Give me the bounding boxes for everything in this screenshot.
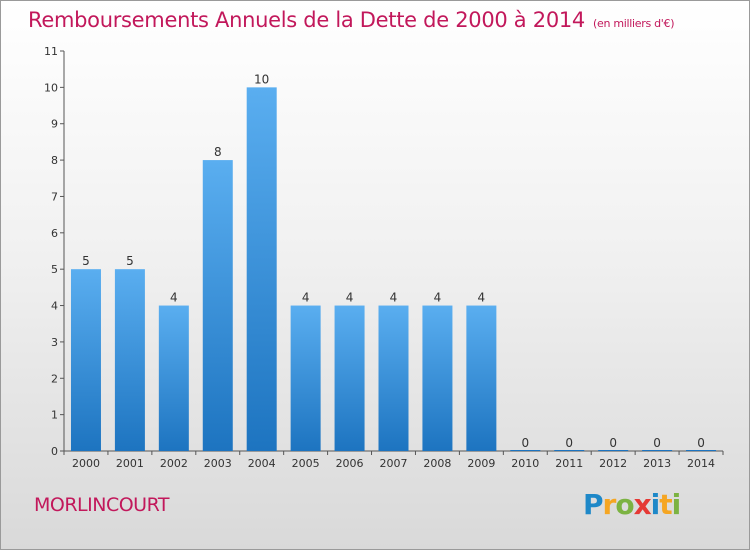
x-tick-label: 2013 <box>643 457 671 470</box>
commune-name: MORLINCOURT <box>34 494 170 516</box>
y-tick-label: 10 <box>44 81 58 94</box>
y-tick-label: 1 <box>51 409 58 422</box>
x-tick-label: 2008 <box>423 457 451 470</box>
x-tick-label: 2009 <box>467 457 495 470</box>
bar <box>378 305 409 451</box>
data-label: 4 <box>478 291 486 305</box>
chart-labels: 2000 5 2001 5 2002 4 2003 8 2004 10 2005 4 2006 4 2007… <box>72 72 715 470</box>
data-label: 5 <box>82 254 90 268</box>
data-label: 5 <box>126 254 134 268</box>
bar <box>290 305 321 451</box>
bar <box>202 160 233 451</box>
data-label: 4 <box>170 291 178 305</box>
y-tick-label: 9 <box>51 118 58 131</box>
x-tick-label: 2012 <box>599 457 627 470</box>
bar <box>334 305 365 451</box>
bar <box>246 87 277 451</box>
data-label: 4 <box>434 291 442 305</box>
proxiti-logo: Proxiti <box>583 488 681 521</box>
y-tick-label: 4 <box>51 300 58 313</box>
bar <box>158 305 189 451</box>
data-label: 0 <box>653 436 661 450</box>
chart-subtitle: (en milliers d'€) <box>593 17 675 30</box>
y-tick-label: 2 <box>51 372 58 385</box>
data-label: 0 <box>565 436 573 450</box>
x-tick-label: 2004 <box>248 457 276 470</box>
bar <box>70 269 101 451</box>
y-tick-label: 5 <box>51 263 58 276</box>
x-tick-label: 2002 <box>160 457 188 470</box>
x-tick-label: 2014 <box>687 457 715 470</box>
data-label: 4 <box>390 291 398 305</box>
chart-bars <box>70 87 717 451</box>
x-tick-label: 2000 <box>72 457 100 470</box>
data-label: 8 <box>214 145 222 159</box>
x-tick-label: 2001 <box>116 457 144 470</box>
y-tick-label: 3 <box>51 336 58 349</box>
chart-title: Remboursements Annuels de la Dette de 20… <box>28 8 674 32</box>
x-tick-label: 2006 <box>336 457 364 470</box>
data-label: 4 <box>346 291 354 305</box>
chart-title-text: Remboursements Annuels de la Dette de 20… <box>28 8 585 32</box>
x-tick-label: 2005 <box>292 457 320 470</box>
x-tick-label: 2003 <box>204 457 232 470</box>
y-tick-label: 11 <box>44 45 58 58</box>
bar <box>422 305 453 451</box>
data-label: 0 <box>697 436 705 450</box>
x-tick-label: 2011 <box>555 457 583 470</box>
y-tick-label: 8 <box>51 154 58 167</box>
x-tick-label: 2007 <box>380 457 408 470</box>
x-tick-label: 2010 <box>511 457 539 470</box>
bar <box>466 305 497 451</box>
bar <box>114 269 145 451</box>
data-label: 0 <box>521 436 529 450</box>
data-label: 10 <box>254 72 269 86</box>
data-label: 0 <box>609 436 617 450</box>
y-tick-label: 7 <box>51 190 58 203</box>
y-tick-label: 6 <box>51 227 58 240</box>
data-label: 4 <box>302 291 310 305</box>
y-tick-label: 0 <box>51 445 58 458</box>
